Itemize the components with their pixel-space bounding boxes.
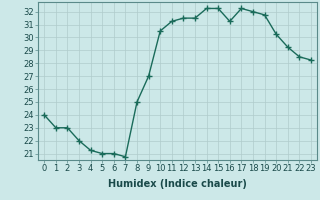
X-axis label: Humidex (Indice chaleur): Humidex (Indice chaleur) xyxy=(108,179,247,189)
